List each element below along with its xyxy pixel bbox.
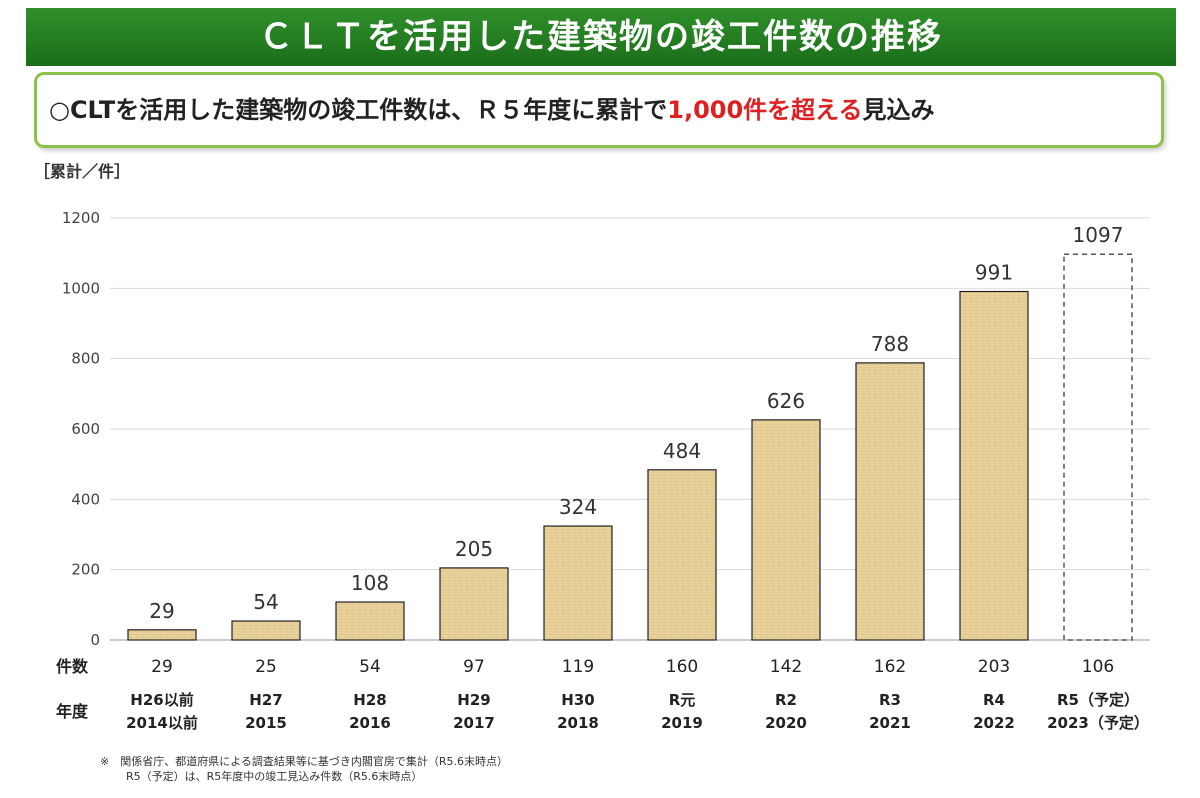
- y-axis-unit-label: ［累計／件］: [34, 162, 131, 181]
- y-tick-label: 800: [71, 350, 100, 368]
- row-label-count: 件数: [56, 657, 89, 676]
- bar: [647, 469, 717, 641]
- x-tick-year-label: 2020: [765, 714, 807, 732]
- bar: [231, 620, 301, 641]
- bar-value-label: 1097: [1073, 223, 1124, 247]
- x-tick-year-label: 2015: [245, 714, 287, 732]
- y-tick-label: 600: [71, 420, 100, 438]
- footnote: ※ 関係省庁、都道府県による調査結果等に基づき内閣官房で集計（R5.6末時点） …: [100, 754, 508, 784]
- x-tick-year-label: 2018: [557, 714, 599, 732]
- bar-projected: [1063, 253, 1133, 641]
- bar: [335, 601, 405, 641]
- x-tick-year-label: 2014以前: [126, 714, 198, 732]
- x-tick-era-label: H30: [561, 691, 594, 709]
- annual-count-label: 54: [359, 657, 381, 677]
- bar: [751, 419, 821, 641]
- bar: [127, 629, 197, 641]
- annual-count-label: 97: [463, 657, 485, 677]
- footnote-line-2: R5（予定）は、R5年度中の竣工見込み件数（R5.6末時点）: [126, 770, 423, 783]
- x-tick-era-label: H28: [353, 691, 386, 709]
- y-tick-label: 0: [90, 631, 100, 649]
- annual-count-label: 119: [562, 657, 594, 677]
- annual-count-label: 142: [770, 657, 802, 677]
- annual-count-label: 25: [255, 657, 277, 677]
- y-tick-label: 1200: [62, 209, 100, 227]
- bar-value-label: 108: [351, 571, 389, 595]
- x-tick-era-label: H27: [249, 691, 282, 709]
- bar-value-label: 484: [663, 439, 701, 463]
- x-tick-year-label: 2019: [661, 714, 703, 732]
- summary-prefix: ○CLTを活用した建築物の竣工件数は、Ｒ５年度に累計で: [49, 96, 668, 124]
- x-tick-era-label: H29: [457, 691, 490, 709]
- bar-value-label: 205: [455, 537, 493, 561]
- summary-highlight: 1,000件を超える: [667, 96, 863, 124]
- x-tick-era-label: R元: [669, 691, 696, 709]
- x-tick-year-label: 2017: [453, 714, 495, 732]
- x-tick-year-label: 2021: [869, 714, 911, 732]
- annual-count-label: 203: [978, 657, 1010, 677]
- y-tick-label: 1000: [62, 279, 100, 297]
- x-tick-era-label: R5（予定）: [1057, 691, 1139, 709]
- bar: [439, 567, 509, 641]
- y-tick-label: 400: [71, 490, 100, 508]
- annual-count-label: 106: [1082, 657, 1114, 677]
- row-label-year: 年度: [56, 702, 89, 721]
- x-tick-era-label: R2: [775, 691, 797, 709]
- bar: [855, 362, 925, 641]
- bar-value-label: 626: [767, 389, 805, 413]
- y-tick-label: 200: [71, 561, 100, 579]
- x-tick-era-label: R3: [879, 691, 901, 709]
- bar-value-label: 54: [253, 590, 278, 614]
- annual-count-label: 162: [874, 657, 906, 677]
- x-tick-era-label: R4: [983, 691, 1005, 709]
- page-title: ＣＬＴを活用した建築物の竣工件数の推移: [26, 8, 1176, 66]
- annual-count-label: 29: [151, 657, 173, 677]
- bar-value-label: 324: [559, 495, 597, 519]
- footnote-line-1: ※ 関係省庁、都道府県による調査結果等に基づき内閣官房で集計（R5.6末時点）: [100, 755, 509, 768]
- bar-value-label: 788: [871, 332, 909, 356]
- x-tick-era-label: H26以前: [130, 691, 193, 709]
- annual-count-label: 160: [666, 657, 698, 677]
- x-tick-year-label: 2022: [973, 714, 1015, 732]
- summary-box: ○CLTを活用した建築物の竣工件数は、Ｒ５年度に累計で1,000件を超える見込み: [34, 72, 1164, 148]
- bar-value-label: 991: [975, 260, 1013, 284]
- bar-value-label: 29: [149, 599, 174, 623]
- bar: [959, 290, 1029, 641]
- bar: [543, 525, 613, 641]
- x-tick-year-label: 2023（予定）: [1047, 714, 1149, 732]
- summary-suffix: 見込み: [862, 96, 935, 124]
- x-tick-year-label: 2016: [349, 714, 391, 732]
